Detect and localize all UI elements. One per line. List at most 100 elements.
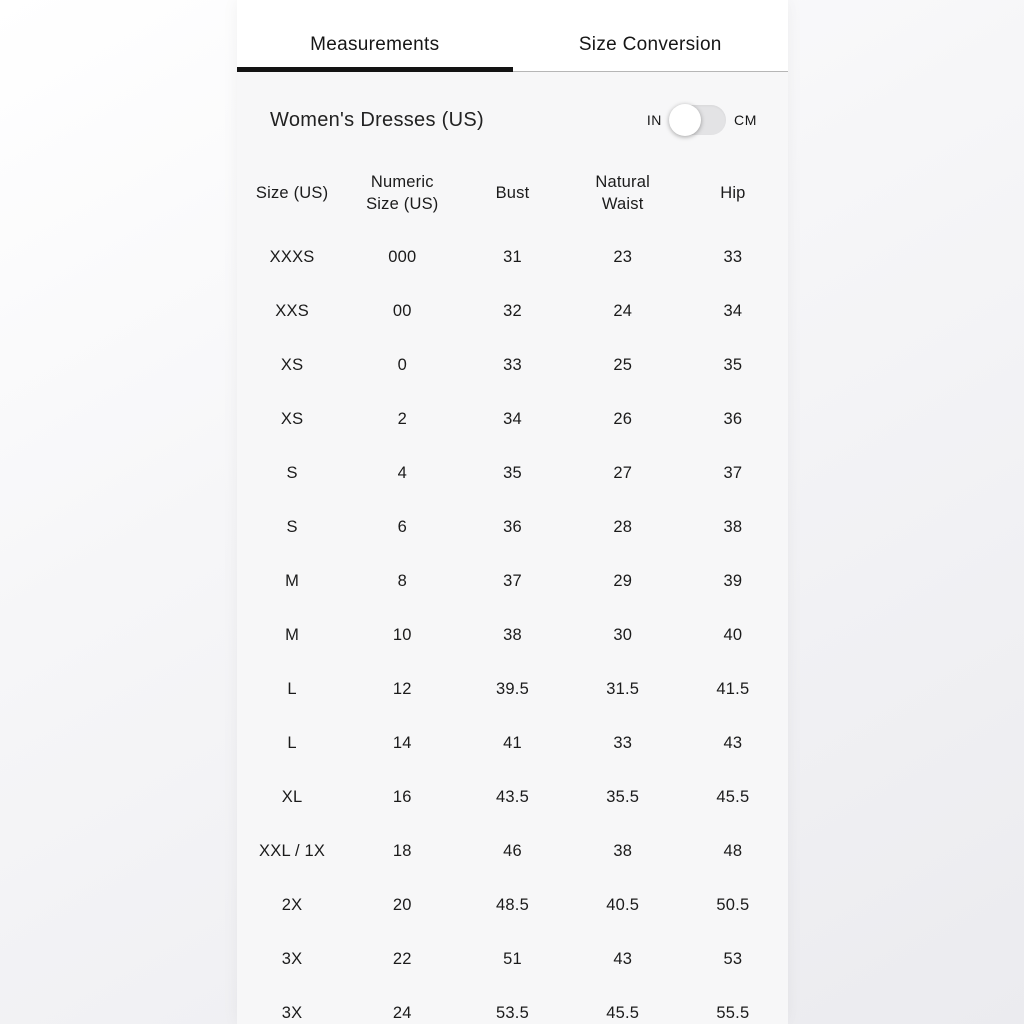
table-cell: 31.5 xyxy=(606,679,640,698)
table-cell: 45.5 xyxy=(716,787,750,806)
column-header: Size (US) xyxy=(255,184,329,202)
table-cell: 4 xyxy=(397,463,407,482)
table-row: 2X 20 48.5 40.5 50.5 xyxy=(237,878,788,932)
table-cell: 33 xyxy=(503,355,522,374)
table-cell: XXS xyxy=(275,301,309,320)
table-row: M 10 38 30 40 xyxy=(237,608,788,662)
table-row: S 4 35 27 37 xyxy=(237,446,788,500)
table-cell: 27 xyxy=(613,463,633,482)
table-cell: XL xyxy=(281,787,303,806)
table-cell: 14 xyxy=(392,733,412,752)
table-cell: 38 xyxy=(613,841,633,860)
table-cell: 33 xyxy=(723,247,743,266)
table-cell: 38 xyxy=(723,517,743,536)
table-row: S 6 36 28 38 xyxy=(237,500,788,554)
column-header: Natural Waist xyxy=(595,173,650,213)
table-cell: 23 xyxy=(613,247,633,266)
table-cell: 3X xyxy=(281,1003,303,1022)
table-cell: 3X xyxy=(281,949,303,968)
table-cell: 46 xyxy=(503,841,522,860)
table-cell: 24 xyxy=(613,301,633,320)
table-cell: 55.5 xyxy=(716,1003,750,1022)
table-row: M 8 37 29 39 xyxy=(237,554,788,608)
table-cell: 2 xyxy=(397,409,407,428)
table-cell: 6 xyxy=(397,517,407,536)
table-cell: 30 xyxy=(613,625,633,644)
table-cell: 38 xyxy=(503,625,522,644)
table-cell: 22 xyxy=(392,949,412,968)
table-cell: 26 xyxy=(613,409,633,428)
table-cell: 43 xyxy=(613,949,633,968)
table-cell: 32 xyxy=(503,301,522,320)
table-cell: 43 xyxy=(723,733,743,752)
table-cell: 41.5 xyxy=(716,679,750,698)
table-cell: 36 xyxy=(723,409,743,428)
table-cell: 2X xyxy=(281,895,303,914)
table-row: L 12 39.5 31.5 41.5 xyxy=(237,662,788,716)
table-cell: 35 xyxy=(723,355,743,374)
table-cell: 48.5 xyxy=(496,895,529,914)
table-row: XS 2 34 26 36 xyxy=(237,392,788,446)
table-row: XL 16 43.5 35.5 45.5 xyxy=(237,770,788,824)
table-cell: 20 xyxy=(392,895,412,914)
table-cell: S xyxy=(286,463,298,482)
table-cell: 53.5 xyxy=(496,1003,529,1022)
table-row: XXS 00 32 24 34 xyxy=(237,284,788,338)
table-cell: 28 xyxy=(613,517,633,536)
table-cell: 48 xyxy=(723,841,743,860)
table-cell: 36 xyxy=(503,517,522,536)
tab-measurements[interactable]: Measurements xyxy=(237,0,513,72)
column-header: Hip xyxy=(720,184,746,202)
table-cell: M xyxy=(285,571,300,590)
table-row: 3X 24 53.5 45.5 55.5 xyxy=(237,986,788,1024)
table-row: 3X 22 51 43 53 xyxy=(237,932,788,986)
table-cell: 0 xyxy=(397,355,407,374)
table-cell: 33 xyxy=(613,733,633,752)
table-header-row: Size (US) Numeric Size (US) Bust Natural Wa… xyxy=(237,164,788,222)
table-cell: 24 xyxy=(392,1003,412,1022)
table-cell: 12 xyxy=(392,679,412,698)
tab-size-conversion[interactable]: Size Conversion xyxy=(513,0,789,71)
table-row: XXXS 000 31 23 33 xyxy=(237,230,788,284)
table-cell: 50.5 xyxy=(716,895,750,914)
table-cell: 16 xyxy=(392,787,412,806)
table-cell: XS xyxy=(280,355,304,374)
table-cell: 37 xyxy=(723,463,743,482)
table-cell: 00 xyxy=(392,301,412,320)
table-cell: S xyxy=(286,517,298,536)
unit-label-in: IN xyxy=(646,112,663,128)
table-body: XXXS 000 31 23 33 XXS 00 32 24 34 XS 0 33 25 35 XS 2 34 26… xyxy=(237,230,788,1024)
unit-label-cm: CM xyxy=(734,112,757,128)
table-cell: 51 xyxy=(503,949,522,968)
measurements-panel: Women's Dresses (US) IN CM Size (US) Nume… xyxy=(237,72,788,1024)
unit-toggle: IN CM xyxy=(646,104,757,136)
table-row: XS 0 33 25 35 xyxy=(237,338,788,392)
title-row: Women's Dresses (US) IN CM xyxy=(270,96,757,144)
unit-switch[interactable] xyxy=(669,104,727,136)
table-cell: 8 xyxy=(397,571,407,590)
chart-title: Women's Dresses (US) xyxy=(270,108,484,131)
table-cell: L xyxy=(287,679,297,698)
table-cell: 34 xyxy=(503,409,522,428)
table-cell: 35 xyxy=(503,463,522,482)
table-cell: 45.5 xyxy=(606,1003,640,1022)
table-cell: 39.5 xyxy=(496,679,529,698)
tab-size-conversion-label: Size Conversion xyxy=(578,34,722,55)
table-row: L 14 41 33 43 xyxy=(237,716,788,770)
table-cell: 25 xyxy=(613,355,633,374)
table-cell: 40.5 xyxy=(606,895,640,914)
table-cell: XXXS xyxy=(269,247,315,266)
table-cell: L xyxy=(287,733,297,752)
table-cell: 18 xyxy=(392,841,412,860)
table-cell: 29 xyxy=(613,571,633,590)
table-cell: 40 xyxy=(723,625,743,644)
column-header: Bust xyxy=(495,184,530,202)
table-cell: 41 xyxy=(503,733,522,752)
table-cell: M xyxy=(285,625,300,644)
table-cell: 39 xyxy=(723,571,743,590)
unit-switch-knob[interactable] xyxy=(669,104,702,136)
tab-measurements-label: Measurements xyxy=(310,34,440,55)
table-cell: 10 xyxy=(392,625,412,644)
table-cell: XS xyxy=(280,409,304,428)
